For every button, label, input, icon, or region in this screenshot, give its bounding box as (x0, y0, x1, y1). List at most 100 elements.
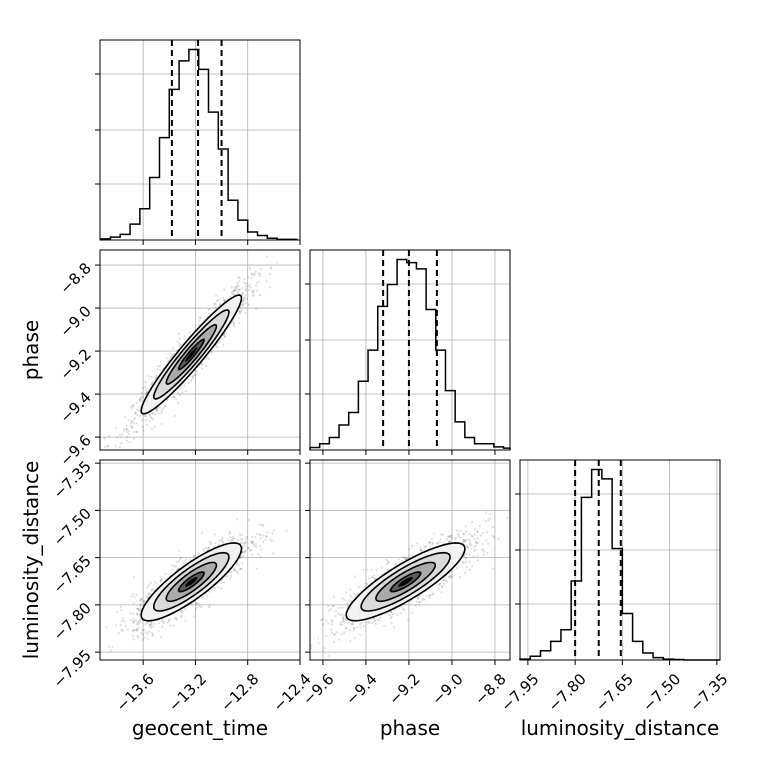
x-tick-label: −13.2 (165, 670, 210, 715)
sample-point (236, 562, 239, 566)
sample-point (136, 634, 139, 638)
sample-point (198, 605, 201, 608)
sample-point (339, 621, 342, 624)
sample-point (258, 272, 261, 275)
sample-point (464, 540, 467, 543)
sample-point (244, 301, 247, 305)
sample-point (330, 620, 334, 623)
sample-point (513, 540, 515, 542)
sample-point (160, 422, 163, 425)
sample-point (327, 622, 330, 625)
sample-point (344, 591, 348, 594)
sample-point (468, 532, 471, 536)
sample-point (482, 550, 486, 553)
sample-point (390, 621, 393, 624)
sample-point (380, 566, 383, 570)
sample-point (208, 540, 211, 543)
sample-point (390, 610, 393, 614)
sample-point (126, 430, 129, 433)
panel-frame (99, 249, 301, 451)
sample-point (150, 631, 154, 634)
sample-point (400, 612, 403, 615)
sample-point (148, 593, 151, 596)
sample-point (418, 594, 422, 597)
sample-point (144, 631, 147, 634)
sample-point (150, 383, 153, 386)
sample-point (160, 579, 163, 582)
sample-point (139, 608, 142, 612)
sample-point (373, 577, 376, 580)
sample-point (272, 529, 275, 532)
sample-point (404, 557, 407, 560)
sample-point (240, 310, 243, 313)
sample-point (109, 649, 112, 652)
sample-point (386, 568, 389, 571)
sample-point (140, 631, 143, 635)
sample-point (195, 607, 198, 610)
sample-point (444, 578, 447, 582)
contour-line (360, 551, 451, 612)
sample-point (139, 603, 142, 606)
sample-point (134, 412, 137, 415)
sample-point (230, 571, 233, 574)
sample-point (400, 605, 403, 608)
sample-point (270, 539, 273, 543)
sample-point (136, 629, 139, 632)
y-tick-label: −7.65 (50, 552, 95, 597)
sample-point (210, 588, 213, 592)
sample-point (137, 623, 140, 626)
sample-point (235, 570, 238, 573)
sample-point (236, 284, 239, 288)
sample-point (208, 605, 211, 609)
contour-line (165, 323, 218, 385)
hist-panel-phase (305, 249, 511, 455)
sample-point (431, 538, 434, 541)
sample-point (243, 296, 246, 299)
sample-point (107, 645, 111, 648)
sample-point (111, 646, 114, 649)
sample-point (221, 540, 224, 543)
sample-point (240, 538, 243, 541)
sample-point (243, 551, 246, 554)
sample-point (150, 622, 153, 625)
contour-line (165, 561, 218, 603)
sample-point (423, 598, 426, 601)
sample-point (189, 558, 192, 561)
sample-point (449, 534, 452, 538)
sample-point (173, 396, 176, 399)
sample-point (120, 442, 123, 445)
sample-point (135, 422, 138, 425)
sample-point (391, 613, 394, 616)
sample-point (142, 429, 145, 432)
sample-point (124, 625, 128, 628)
sample-point (218, 340, 221, 343)
sample-point (139, 604, 142, 607)
sample-point (205, 358, 208, 361)
sample-point (132, 621, 135, 625)
sample-point (135, 593, 138, 597)
sample-point (325, 634, 328, 638)
sample-point (390, 610, 393, 614)
sample-point (171, 564, 174, 567)
sample-point (257, 280, 261, 284)
sample-point (255, 307, 258, 310)
sample-point (236, 290, 239, 293)
sample-point (485, 531, 489, 534)
sample-point (237, 538, 240, 541)
sample-point (419, 546, 422, 549)
sample-point (473, 538, 476, 541)
sample-point (375, 568, 378, 572)
sample-point (551, 510, 553, 512)
sample-point (194, 373, 197, 377)
panel-frame (99, 39, 301, 241)
sample-point (439, 533, 442, 536)
sample-point (231, 320, 234, 323)
sample-point (250, 542, 253, 545)
sample-point (492, 526, 495, 529)
sample-point (118, 446, 121, 449)
sample-point (223, 299, 226, 302)
sample-point (119, 434, 122, 437)
sample-point (164, 404, 167, 408)
sample-point (122, 429, 125, 432)
sample-point (146, 586, 149, 589)
